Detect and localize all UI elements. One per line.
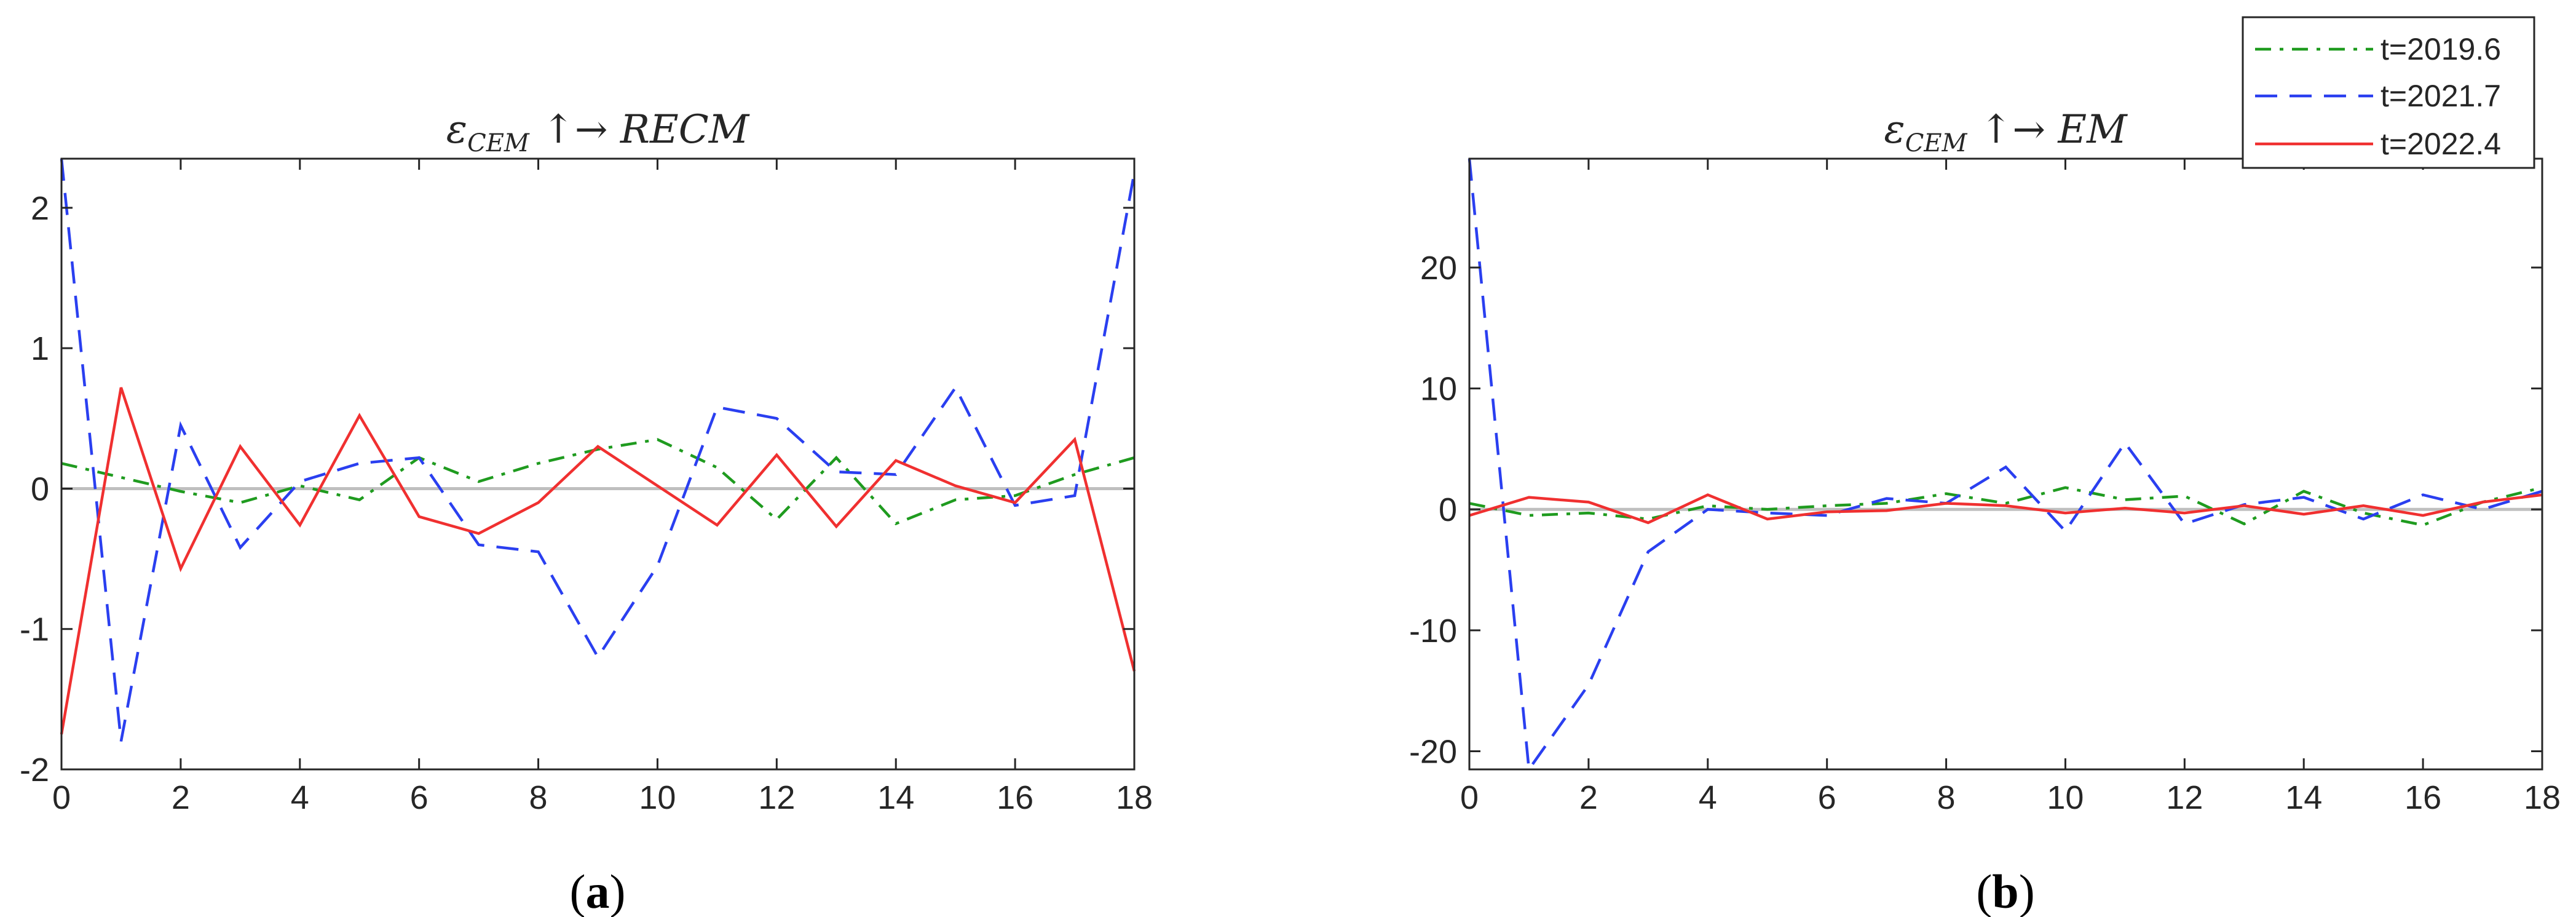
panel-a-title: εCEM ↑→ RECM — [446, 107, 750, 157]
y-tick-label: -10 — [1409, 613, 1457, 649]
axes-box-a — [60, 157, 1136, 771]
legend-label-2022-4: t=2022.4 — [2380, 127, 2501, 161]
x-tick-label: 12 — [2166, 779, 2203, 816]
x-tick-label: 14 — [877, 779, 914, 816]
x-tick-label: 0 — [52, 779, 71, 816]
x-tick-label: 6 — [410, 779, 429, 816]
series-line-a-20217 — [60, 158, 1136, 742]
series-line-a-20196 — [61, 438, 1135, 526]
series-group-b — [1468, 158, 2543, 774]
y-tick-label: 2 — [31, 190, 49, 227]
y-tick-label: 10 — [1420, 371, 1457, 408]
x-tick-label: 12 — [758, 779, 795, 816]
y-tick-label: 0 — [31, 470, 49, 507]
legend: t=2019.6 t=2021.7 t=2022.4 — [2242, 16, 2535, 169]
y-tick-label: -2 — [20, 752, 49, 788]
x-tick-label: 2 — [1579, 779, 1598, 816]
x-tick-label: 8 — [1937, 779, 1956, 816]
x-tick-label: 4 — [1699, 779, 1717, 816]
axes-box-b — [1468, 157, 2543, 771]
y-tick-label: -20 — [1409, 734, 1457, 771]
panel-b-title: εCEM ↑→ EM — [1884, 107, 2128, 157]
series-group-a — [60, 158, 1136, 742]
y-ticks-a: -2 -1 0 1 2 — [20, 190, 1134, 788]
x-tick-label: 0 — [1460, 779, 1479, 816]
series-line-b-20217 — [1468, 158, 2543, 774]
panel-a-caption: (a) — [570, 865, 626, 917]
y-ticks-b: -20 -10 0 10 20 — [1409, 250, 2542, 771]
x-tick-label: 16 — [2404, 779, 2441, 816]
x-tick-label: 10 — [639, 779, 676, 816]
x-tick-label: 10 — [2047, 779, 2084, 816]
legend-label-2021-7: t=2021.7 — [2380, 79, 2501, 113]
x-tick-label: 6 — [1818, 779, 1836, 816]
x-tick-label: 2 — [172, 779, 190, 816]
x-tick-label: 16 — [997, 779, 1033, 816]
x-tick-label: 8 — [529, 779, 548, 816]
y-tick-label: 1 — [31, 330, 49, 367]
y-tick-label: 20 — [1420, 250, 1457, 287]
panel-b-caption: (b) — [1976, 865, 2034, 917]
panel-b: 0 2 4 6 8 10 12 14 16 18 -20 -10 0 10 20 εCEM ↑→ EM (… — [1409, 107, 2561, 917]
x-tick-label: 4 — [291, 779, 309, 816]
legend-label-2019-6: t=2019.6 — [2380, 32, 2501, 66]
x-ticks-b: 0 2 4 6 8 10 12 14 16 18 — [1460, 159, 2561, 816]
y-tick-label: 0 — [1439, 491, 1457, 528]
x-ticks-a: 0 2 4 6 8 10 12 14 16 18 — [52, 159, 1153, 816]
x-tick-label: 18 — [2524, 779, 2561, 816]
series-line-b-20196 — [1469, 486, 2543, 527]
series-line-b-20224 — [1469, 493, 2543, 525]
x-tick-label: 14 — [2285, 779, 2322, 816]
x-tick-label: 18 — [1116, 779, 1153, 816]
y-tick-label: -1 — [20, 611, 49, 648]
series-line-a-20224 — [60, 387, 1136, 735]
